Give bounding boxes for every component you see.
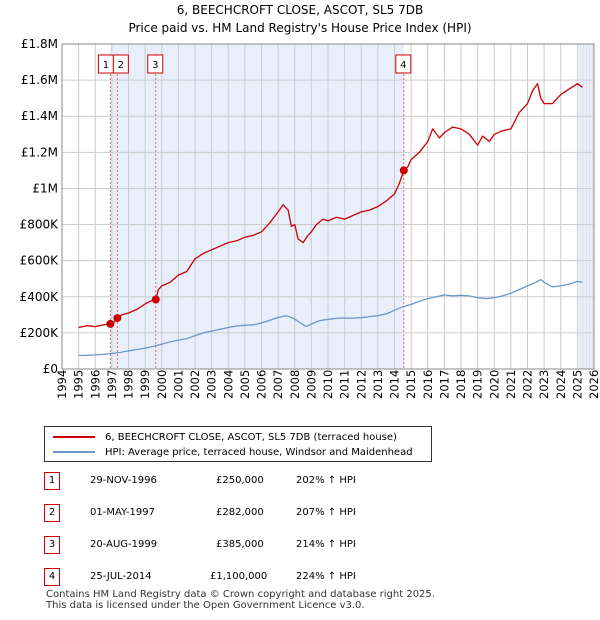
x-tick-label: 1995 (72, 370, 86, 399)
y-tick-label: £0 (43, 362, 58, 376)
transaction-price: £250,000 (216, 475, 264, 486)
chart-title-line1: 6, BEECHCROFT CLOSE, ASCOT, SL5 7DB (176, 3, 424, 17)
transaction-row: 1 29-NOV-1996 £250,000 202% ↑ HPI (44, 472, 444, 490)
x-tick-label: 2001 (171, 370, 185, 399)
x-tick-label: 2005 (238, 370, 252, 399)
x-tick-label: 1997 (105, 370, 119, 399)
transaction-row: 3 20-AUG-1999 £385,000 214% ↑ HPI (44, 536, 444, 554)
x-tick-label: 2025 (570, 370, 584, 399)
y-tick-label: £1.2M (21, 145, 58, 159)
x-tick-label: 2021 (504, 370, 518, 399)
x-tick-label: 1998 (122, 370, 136, 399)
x-tick-label: 2019 (471, 370, 485, 399)
annotation-box (112, 54, 129, 74)
transaction-badge: 2 (44, 504, 60, 522)
x-tick-label: 2002 (188, 370, 202, 399)
annotation-label: 2 (118, 60, 124, 71)
y-tick-label: £200K (20, 326, 60, 340)
x-tick-label: 2016 (421, 370, 435, 399)
annotation-label: 1 (103, 60, 109, 71)
x-tick-label: 2022 (521, 370, 535, 399)
y-tick-label: £1.6M (21, 73, 58, 87)
shaded-region (110, 44, 404, 369)
y-tick-label: £1.8M (21, 37, 58, 51)
annotation-box (147, 54, 164, 74)
transaction-date: 20-AUG-1999 (90, 539, 158, 550)
price-paid-line (78, 83, 583, 329)
transaction-hpi: 224% ↑ HPI (296, 571, 356, 582)
x-tick-label: 2009 (304, 370, 318, 399)
x-tick-label: 2010 (321, 370, 335, 399)
x-tick-label: 2007 (271, 370, 285, 399)
annotation-box (395, 54, 412, 74)
legend-swatch-hpi (53, 451, 95, 453)
annotation-label: 3 (152, 60, 158, 71)
transaction-row: 4 25-JUL-2014 £1,100,000 224% ↑ HPI (44, 568, 444, 586)
transaction-date: 25-JUL-2014 (90, 571, 152, 582)
legend: 6, BEECHCROFT CLOSE, ASCOT, SL5 7DB (ter… (44, 426, 432, 462)
y-tick-label: £400K (20, 290, 60, 304)
x-tick-label: 2000 (155, 370, 169, 399)
sale-point (399, 166, 408, 175)
y-tick-label: £600K (20, 254, 60, 268)
annotation-label: 4 (400, 60, 406, 71)
sale-point (151, 295, 160, 304)
transaction-badge: 4 (44, 568, 60, 586)
x-tick-label: 2023 (537, 370, 551, 399)
transaction-row: 2 01-MAY-1997 £282,000 207% ↑ HPI (44, 504, 444, 522)
x-tick-label: 2008 (288, 370, 302, 399)
x-tick-label: 2003 (205, 370, 219, 399)
shaded-region (577, 44, 594, 369)
x-tick-label: 2004 (221, 370, 235, 399)
sale-point (113, 314, 122, 323)
x-tick-label: 2013 (371, 370, 385, 399)
footer-copyright: Contains HM Land Registry data © Crown c… (46, 589, 435, 600)
x-tick-label: 2017 (437, 370, 451, 399)
hpi-line (78, 278, 583, 357)
transaction-date: 01-MAY-1997 (90, 507, 156, 518)
legend-item-price: 6, BEECHCROFT CLOSE, ASCOT, SL5 7DB (ter… (53, 430, 397, 444)
legend-item-hpi: HPI: Average price, terraced house, Wind… (53, 445, 413, 459)
y-tick-label: £1.4M (21, 109, 58, 123)
footer-licence: This data is licensed under the Open Gov… (46, 600, 365, 611)
transaction-price: £385,000 (216, 539, 264, 550)
x-tick-label: 2014 (388, 370, 402, 399)
y-tick-label: £1M (32, 181, 58, 195)
transaction-hpi: 214% ↑ HPI (296, 539, 356, 550)
legend-label-hpi: HPI: Average price, terraced house, Wind… (105, 446, 413, 458)
x-tick-label: 2015 (404, 370, 418, 399)
x-tick-label: 2012 (354, 370, 368, 399)
transaction-hpi: 207% ↑ HPI (296, 507, 356, 518)
transaction-price: £282,000 (216, 507, 264, 518)
legend-swatch-price (53, 436, 95, 438)
transaction-price: £1,100,000 (210, 571, 268, 582)
legend-label-price: 6, BEECHCROFT CLOSE, ASCOT, SL5 7DB (ter… (105, 431, 397, 443)
x-tick-label: 2006 (255, 370, 269, 399)
x-tick-label: 2018 (454, 370, 468, 399)
y-tick-label: £800K (20, 218, 60, 232)
transaction-badge: 3 (44, 536, 60, 554)
chart-title-line2: Price paid vs. HM Land Registry's House … (128, 21, 472, 35)
transaction-date: 29-NOV-1996 (90, 475, 157, 486)
footer: Contains HM Land Registry data © Crown c… (46, 589, 435, 611)
x-tick-label: 2026 (587, 370, 600, 399)
transaction-badge: 1 (44, 472, 60, 490)
transaction-hpi: 202% ↑ HPI (296, 475, 356, 486)
x-tick-label: 2024 (554, 370, 568, 399)
price-chart: £0 £200K £400K £600K £800K £1M £1.2M £1.4M £1.6M… (20, 37, 600, 399)
plot-frame (61, 43, 595, 370)
x-tick-label: 1999 (138, 370, 152, 399)
x-tick-label: 1994 (55, 370, 69, 399)
x-tick-label: 2020 (487, 370, 501, 399)
x-tick-label: 2011 (338, 370, 352, 399)
x-tick-label: 1996 (88, 370, 102, 399)
sale-point (106, 319, 115, 328)
